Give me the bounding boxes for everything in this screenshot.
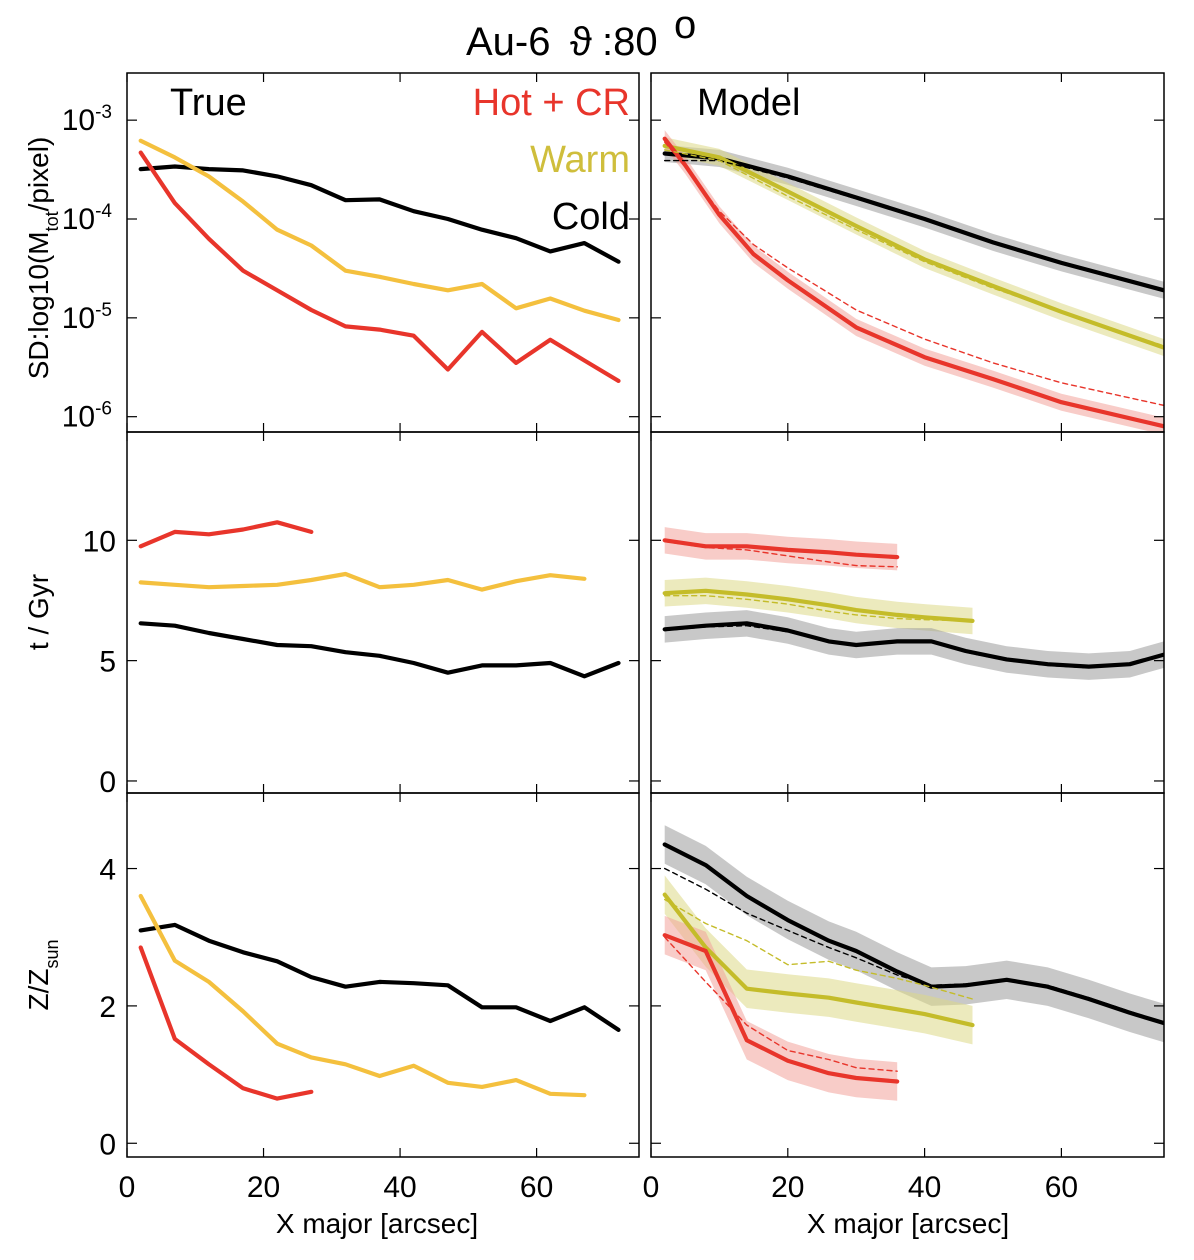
figure-title: Au-6 ϑ :80 o <box>466 3 696 64</box>
cold-line <box>138 922 621 1033</box>
xlabel-left: X major [arcsec] <box>276 1208 478 1239</box>
theta-symbol: ϑ <box>570 20 592 64</box>
warm-line <box>138 138 621 323</box>
hot-cr-line <box>138 520 314 549</box>
warm-line <box>138 893 587 1098</box>
theta-value: :80 <box>602 20 658 64</box>
y-tick-label: 4 <box>99 854 116 887</box>
legend-hot: Hot + CR <box>473 82 630 124</box>
hot-cr-dashed-line <box>664 936 898 1072</box>
warm-dashed-line <box>664 898 974 1000</box>
title-text: Au-6 <box>466 20 551 64</box>
warm-dashed-line <box>664 595 974 622</box>
warm-line <box>662 892 975 1028</box>
warm-line <box>138 571 587 592</box>
metallicity-model-plot-area <box>662 825 1164 1101</box>
y-tick-label: 10-6 <box>62 399 112 434</box>
hot-cr-line <box>662 933 900 1084</box>
x-tick-label: 0 <box>119 1171 136 1204</box>
warm-dashed-line <box>664 149 1164 347</box>
cold-line <box>138 164 621 264</box>
age-true-plot-area <box>138 520 621 679</box>
cold-band <box>664 825 1164 1043</box>
warm-line <box>662 588 975 624</box>
x-tick-label: 20 <box>247 1171 280 1204</box>
cold-dashed-line <box>664 159 1164 291</box>
y-tick-label: 10-4 <box>62 201 113 236</box>
y-tick-label: 10 <box>83 525 116 558</box>
legend-warm: Warm <box>530 139 630 181</box>
y-tick-label: 0 <box>99 1128 116 1161</box>
hot-cr-dashed-line <box>664 540 898 568</box>
metallicity-true-plot-area <box>138 893 621 1101</box>
x-tick-label: 0 <box>643 1171 660 1204</box>
age-ylabel: t / Gyr <box>23 574 54 650</box>
y-tick-label: 2 <box>99 991 116 1024</box>
hot-cr-line <box>138 150 621 383</box>
surface-density-true-plot-area <box>138 138 621 383</box>
hot-cr-line <box>662 538 900 560</box>
cold-line <box>662 842 1164 1026</box>
legend-cold: Cold <box>552 196 630 238</box>
surface-density-true-frame <box>126 72 640 433</box>
surface-density-model-plot-area <box>662 130 1164 432</box>
cold-dashed-line <box>664 625 1164 669</box>
sd-ylabel: SD:log10(Mtot/pixel) <box>23 137 62 380</box>
metallicity-true-frame <box>126 792 640 1158</box>
hot-cr-line <box>138 945 314 1101</box>
x-tick-label: 60 <box>1045 1171 1078 1204</box>
age-model-panel <box>650 431 1165 794</box>
metallicity-model-frame <box>650 792 1165 1158</box>
age-true-frame <box>126 431 640 794</box>
cold-line <box>138 621 621 679</box>
cold-dashed-line <box>664 867 1164 1024</box>
x-tick-label: 40 <box>383 1171 416 1204</box>
model-label: Model <box>697 82 801 124</box>
y-tick-label: 10-3 <box>62 102 112 137</box>
y-tick-label: 5 <box>99 646 116 679</box>
y-tick-label: 10-5 <box>62 300 112 335</box>
cold-band <box>664 145 1164 299</box>
xlabel-right: X major [arcsec] <box>807 1208 1009 1239</box>
theta-unit: o <box>674 3 696 47</box>
age-true-panel: 10 5 0 <box>83 431 640 799</box>
age-model-plot-area <box>662 527 1164 680</box>
surface-density-true-panel: 10-3 10-4 10-5 10-6 <box>62 72 640 434</box>
y-tick-label: 0 <box>99 766 116 799</box>
surface-density-model-panel <box>650 72 1165 433</box>
x-tick-label: 20 <box>771 1171 804 1204</box>
metallicity-model-panel: 0 20 40 60 <box>643 792 1165 1204</box>
hot-cr-line <box>662 136 1164 429</box>
warm-band <box>664 875 973 1045</box>
x-tick-label: 40 <box>908 1171 941 1204</box>
met-ylabel: Z/Zsun <box>23 939 62 1010</box>
hot-cr-dashed-line <box>664 141 1164 407</box>
x-tick-label: 60 <box>520 1171 553 1204</box>
legend: Hot + CR Warm Cold <box>473 82 630 238</box>
true-label: True <box>170 82 247 124</box>
hot-cr-band <box>664 915 898 1101</box>
